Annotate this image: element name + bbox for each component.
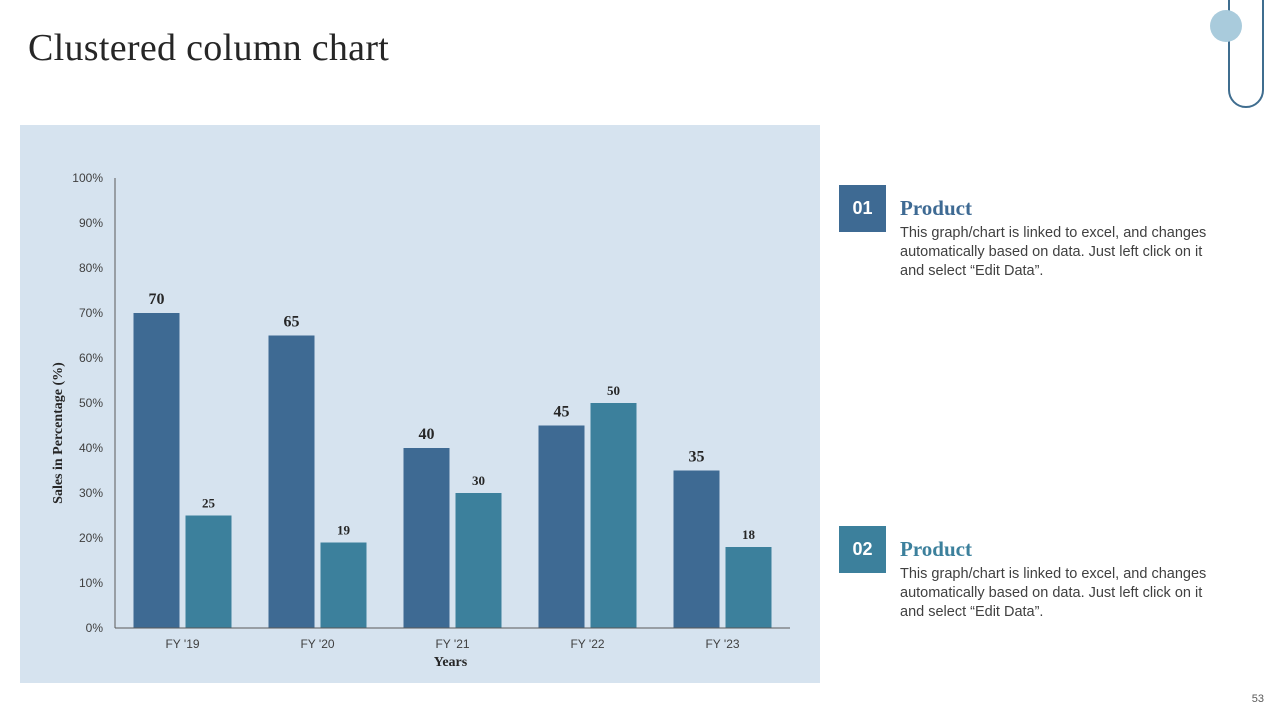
data-label: 65 [284,314,300,331]
info-description: This graph/chart is linked to excel, and… [900,225,1207,279]
number-badge: 01 [839,185,886,232]
slide-title: Clustered column chart [28,27,390,69]
decorative-dot [1210,10,1242,42]
data-label: 70 [149,291,165,308]
x-tick-label: FY '19 [165,637,199,651]
chart-panel[interactable]: 0% 10% 20% 30% 40% 50% 60% 70% 80% 90% 100% 70 25 65… [20,125,820,683]
x-axis-title: Years [434,655,468,670]
bar-series-1 [538,425,585,628]
bar-series-2 [185,515,232,628]
y-tick-label: 20% [79,531,103,545]
number-badge: 02 [839,526,886,573]
bar-series-1 [403,448,450,628]
y-tick-label: 80% [79,261,103,275]
y-tick-label: 50% [79,396,103,410]
info-description: This graph/chart is linked to excel, and… [900,566,1207,620]
data-label: 35 [689,449,705,466]
y-tick-label: 40% [79,441,103,455]
y-tick-label: 30% [79,486,103,500]
y-tick-label: 70% [79,306,103,320]
data-label: 40 [419,426,435,443]
bar-series-1 [133,313,180,628]
data-label: 18 [742,527,756,542]
y-axis-title: Sales in Percentage (%) [51,362,66,504]
data-label: 19 [337,523,351,538]
chart-bars [133,313,772,628]
y-tick-label: 0% [86,621,104,635]
bar-series-2 [725,547,772,628]
bar-series-1 [673,470,720,628]
y-axis-ticks: 0% 10% 20% 30% 40% 50% 60% 70% 80% 90% 100% [72,171,103,635]
info-heading: Product [900,537,972,561]
data-label: 25 [202,496,216,511]
bar-series-2 [320,542,367,628]
bar-series-2 [590,403,637,628]
y-tick-label: 100% [72,171,103,185]
data-label: 45 [554,404,570,421]
info-heading: Product [900,196,972,220]
x-tick-label: FY '23 [705,637,739,651]
decorative-pill-outline [1228,0,1264,108]
page-number: 53 [1251,693,1264,705]
y-tick-label: 90% [79,216,103,230]
clustered-column-chart[interactable]: 0% 10% 20% 30% 40% 50% 60% 70% 80% 90% 100% 70 25 65… [20,125,820,683]
x-tick-label: FY '20 [300,637,334,651]
y-tick-label: 60% [79,351,103,365]
data-label: 30 [472,473,485,488]
x-tick-label: FY '21 [435,637,469,651]
data-label: 50 [607,383,620,398]
bar-series-1 [268,335,315,628]
x-tick-label: FY '22 [570,637,604,651]
bar-series-2 [455,493,502,628]
y-tick-label: 10% [79,576,103,590]
x-axis-ticks: FY '19 FY '20 FY '21 FY '22 FY '23 [165,637,739,651]
chart-data-labels: 70 25 65 19 40 30 45 50 35 18 [149,291,756,542]
